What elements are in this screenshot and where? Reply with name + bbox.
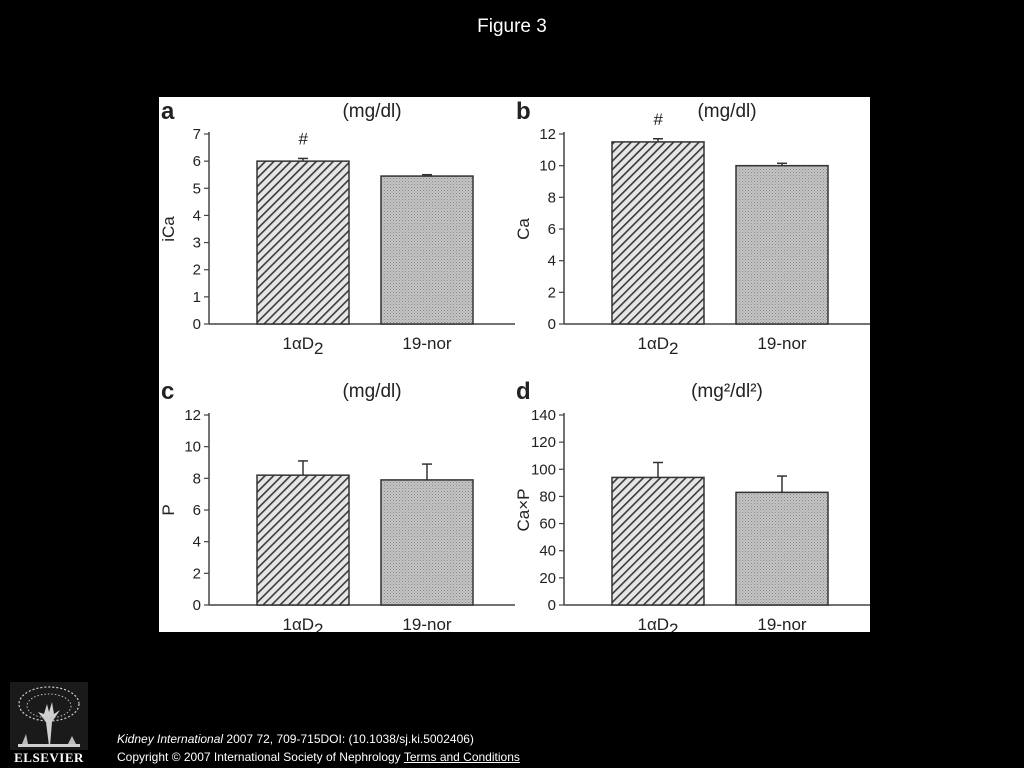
significance-mark-a-0: # [298,129,308,148]
x-category-subscript-a-0: 2 [314,339,323,358]
y-tick-label-a: 0 [193,316,201,333]
y-axis-label-b: Ca [514,218,533,240]
x-category-label-c-1: 19-nor [402,615,451,632]
y-tick-label-b: 10 [539,158,556,175]
citation-line: Kidney International 2007 72, 709-715DOI… [117,730,520,748]
y-tick-label-a: 5 [193,180,201,197]
y-tick-label-c: 12 [184,407,201,424]
y-tick-label-b: 4 [548,253,556,270]
x-category-subscript-b-0: 2 [669,339,678,358]
bar-b-1 [735,164,829,325]
y-tick-label-a: 7 [193,126,201,143]
bar-b-0 [611,141,705,325]
x-category-label-c-0: 1αD2 [282,615,323,632]
x-category-subscript-c-0: 2 [314,620,323,632]
copyright-line: Copyright © 2007 International Society o… [117,748,520,766]
y-tick-label-b: 0 [548,316,556,333]
y-tick-label-a: 3 [193,235,201,252]
elsevier-wordmark: ELSEVIER [14,750,84,765]
x-category-label-d-0: 1αD2 [637,615,678,632]
y-tick-label-b: 8 [548,189,556,206]
y-tick-label-a: 4 [193,207,201,224]
y-tick-label-a: 2 [193,262,201,279]
panel-unit-b: (mg/dl) [697,101,756,122]
panel-label-d: d [516,378,531,405]
y-tick-label-d: 0 [548,597,556,614]
x-category-subscript-d-0: 2 [669,620,678,632]
y-tick-label-c: 8 [193,470,201,487]
y-tick-label-a: 1 [193,289,201,306]
panel-label-b: b [516,98,531,125]
panel-label-c: c [161,378,174,405]
y-tick-label-c: 6 [193,502,201,519]
y-tick-label-d: 120 [531,434,556,451]
y-axis-label-d: Ca×P [514,489,533,532]
x-category-label-d-1: 19-nor [757,615,806,632]
y-tick-label-d: 80 [539,488,556,505]
citation-block: Kidney International 2007 72, 709-715DOI… [117,730,520,766]
y-tick-label-d: 40 [539,543,556,560]
y-tick-label-d: 100 [531,461,556,478]
terms-and-conditions-link[interactable]: Terms and Conditions [403,750,520,764]
y-tick-label-b: 6 [548,221,556,238]
y-tick-label-c: 2 [193,565,201,582]
y-tick-label-d: 60 [539,516,556,533]
y-axis-label-c: P [159,504,178,515]
panel-b: b (mg/dl) Ca 0 2 4 6 8 10 12 #1αD2 19-nor [514,98,870,358]
copyright-text: Copyright © 2007 International Society o… [117,750,401,764]
bar-a-1 [380,175,474,325]
x-category-label-a-0: 1αD2 [282,334,323,358]
bar-d-0 [611,476,705,606]
y-axis-label-a: iCa [159,216,178,242]
panel-unit-a: (mg/dl) [342,101,401,122]
panel-a: a (mg/dl) iCa 0 1 2 3 4 5 6 7 #1αD2 19-nor [159,98,515,358]
bar-a-0 [256,160,350,325]
x-category-label-b-1: 19-nor [757,334,806,353]
panel-c: c (mg/dl) P 0 2 4 6 8 10 12 1αD2 19-nor [159,378,515,632]
panel-label-a: a [161,98,175,125]
citation-details: 2007 72, 709-715DOI: (10.1038/sj.ki.5002… [223,732,474,746]
bar-c-0 [256,474,350,606]
elsevier-tree-logo [10,682,88,750]
x-category-label-b-0: 1αD2 [637,334,678,358]
y-tick-label-c: 4 [193,534,201,551]
y-tick-label-d: 20 [539,570,556,587]
panel-unit-d: (mg²/dl²) [691,381,763,402]
panel-unit-c: (mg/dl) [342,381,401,402]
y-tick-label-a: 6 [193,153,201,170]
panel-d: d (mg²/dl²) Ca×P 0 20 40 60 80 100 120 140 1αD2 19-n… [514,378,870,632]
y-tick-label-b: 12 [539,126,556,143]
significance-mark-b-0: # [653,110,663,129]
slide-title: Figure 3 [477,16,547,37]
y-tick-label-d: 140 [531,407,556,424]
journal-name: Kidney International [117,732,224,746]
x-category-label-a-1: 19-nor [402,334,451,353]
figure-panel: a (mg/dl) iCa 0 1 2 3 4 5 6 7 #1αD2 19-nor b (mg/dl) Ca… [159,97,870,632]
bar-d-1 [735,491,829,606]
y-tick-label-b: 2 [548,284,556,301]
y-tick-label-c: 0 [193,597,201,614]
y-tick-label-c: 10 [184,439,201,456]
bar-c-1 [380,479,474,606]
